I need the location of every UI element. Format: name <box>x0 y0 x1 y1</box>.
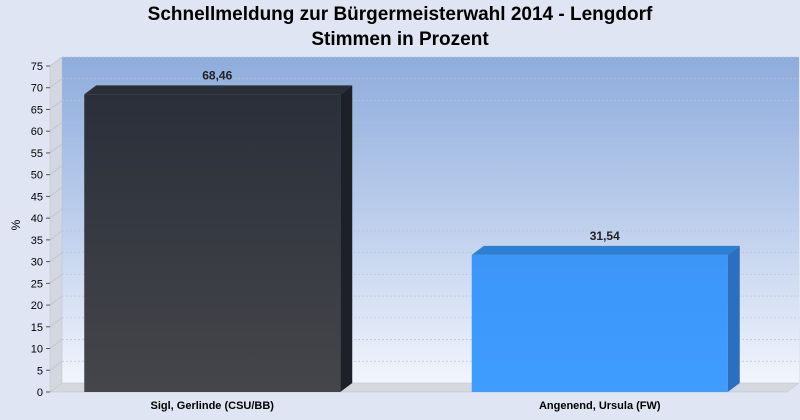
gridline-depth <box>49 143 63 154</box>
gridline-depth <box>49 78 63 89</box>
chart-title: Schnellmeldung zur Bürgermeisterwahl 201… <box>147 4 653 25</box>
y-tick-label: 20 <box>31 300 43 312</box>
gridline-depth <box>49 230 63 241</box>
value-label: 31,54 <box>590 229 620 243</box>
bars <box>84 85 740 393</box>
gridline-depth <box>49 274 63 284</box>
y-axis-ticks: 0 5 10 15 20 25 30 35 40 45 50 55 60 65 70 75 <box>31 61 50 399</box>
gridline-depth <box>49 187 63 197</box>
category-label: Angenend, Ursula (FW) <box>539 400 661 412</box>
bar-side <box>727 245 740 392</box>
gridline-depth <box>49 208 63 219</box>
value-label: 68,46 <box>202 68 232 82</box>
y-axis-label: % <box>9 219 23 230</box>
bar <box>84 85 353 393</box>
gridline-depth <box>49 317 63 328</box>
category-label: Sigl, Gerlinde (CSU/BB) <box>151 400 275 412</box>
side-wall <box>49 56 63 393</box>
gridline-depth <box>49 252 63 262</box>
y-tick-label: 10 <box>31 344 43 356</box>
bar-top <box>471 245 740 255</box>
gridline-depth <box>49 121 63 132</box>
y-tick-label: 35 <box>31 235 43 247</box>
y-tick-label: 25 <box>31 278 43 290</box>
y-tick-label: 65 <box>31 104 43 116</box>
y-tick-label: 5 <box>37 365 43 377</box>
chart-subtitle: Stimmen in Prozent <box>311 29 489 50</box>
bar-top <box>84 85 353 95</box>
value-labels: 68,46 31,54 <box>202 68 620 242</box>
y-tick-label: 55 <box>31 148 43 160</box>
y-tick-label: 15 <box>31 322 43 334</box>
x-axis-categories: Sigl, Gerlinde (CSU/BB) Angenend, Ursula … <box>151 400 661 412</box>
y-tick-label: 0 <box>37 387 43 399</box>
bar-side <box>340 85 353 393</box>
gridlines <box>49 56 799 371</box>
gridline-depth <box>49 56 63 67</box>
gridline-depth <box>49 360 63 371</box>
y-tick-label: 60 <box>31 126 43 138</box>
bar-front <box>84 94 341 393</box>
gridline-depth <box>49 165 63 175</box>
gridline-depth <box>49 339 63 349</box>
y-tick-label: 75 <box>31 61 43 73</box>
gridline-depth <box>49 100 63 110</box>
bar-front <box>471 254 728 392</box>
y-tick-label: 30 <box>31 257 43 269</box>
gridline-depth <box>49 295 63 306</box>
bar <box>471 245 740 392</box>
y-tick-label: 70 <box>31 83 43 95</box>
y-tick-label: 50 <box>31 170 43 182</box>
y-tick-label: 45 <box>31 191 43 203</box>
y-tick-label: 40 <box>31 213 43 225</box>
